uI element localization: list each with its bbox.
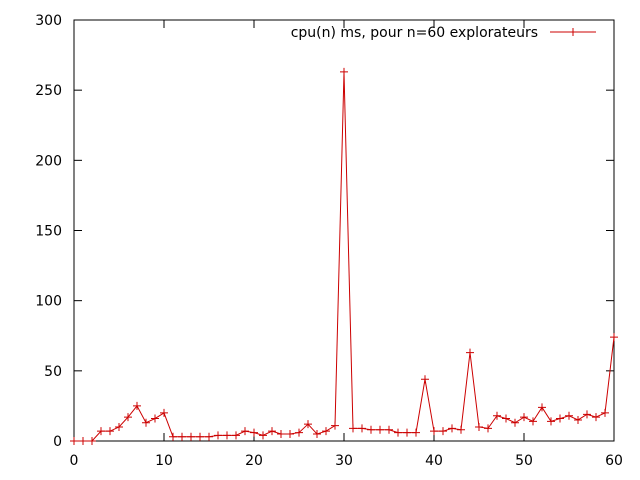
data-point-marker bbox=[142, 418, 150, 427]
legend: cpu(n) ms, pour n=60 explorateurs bbox=[291, 25, 596, 41]
data-point-marker bbox=[484, 424, 492, 433]
data-point-marker bbox=[574, 415, 582, 424]
data-point-marker bbox=[376, 425, 384, 434]
data-point-marker bbox=[511, 418, 519, 427]
y-tick-label: 200 bbox=[35, 153, 62, 169]
data-point-marker bbox=[187, 432, 195, 441]
data-point-marker bbox=[106, 427, 114, 436]
data-point-marker bbox=[412, 428, 420, 437]
data-point-marker bbox=[151, 414, 159, 423]
x-tick-label: 60 bbox=[605, 453, 623, 469]
legend-label: cpu(n) ms, pour n=60 explorateurs bbox=[291, 25, 538, 41]
data-point-marker bbox=[313, 429, 321, 438]
data-point-marker bbox=[565, 411, 573, 420]
data-point-marker bbox=[358, 424, 366, 433]
data-point-marker bbox=[583, 410, 591, 419]
x-tick-label: 0 bbox=[70, 453, 79, 469]
data-point-marker bbox=[241, 427, 249, 436]
data-point-marker bbox=[232, 431, 240, 440]
data-point-marker bbox=[259, 431, 267, 440]
data-point-marker bbox=[88, 437, 96, 445]
y-tick-label: 300 bbox=[35, 13, 62, 29]
data-point-marker bbox=[385, 425, 393, 434]
data-point-marker bbox=[601, 408, 609, 417]
data-point-marker bbox=[430, 427, 438, 436]
data-point-marker bbox=[421, 375, 429, 384]
data-point-marker bbox=[223, 431, 231, 440]
data-point-marker bbox=[367, 425, 375, 434]
x-axis: 0 10 20 30 40 50 60 bbox=[70, 20, 623, 469]
data-point-marker bbox=[295, 428, 303, 437]
data-point-marker bbox=[493, 411, 501, 420]
y-axis: 0 50 100 150 200 250 300 bbox=[35, 13, 614, 450]
data-point-marker bbox=[268, 427, 276, 436]
data-point-marker bbox=[214, 431, 222, 440]
y-tick-label: 50 bbox=[44, 364, 62, 380]
legend-marker bbox=[569, 28, 577, 36]
data-point-marker bbox=[403, 428, 411, 437]
data-point-marker bbox=[556, 414, 564, 423]
data-point-marker bbox=[349, 424, 357, 433]
data-point-marker bbox=[475, 422, 483, 431]
y-tick-label: 250 bbox=[35, 83, 62, 99]
y-tick-label: 150 bbox=[35, 224, 62, 240]
data-point-marker bbox=[394, 428, 402, 437]
data-point-marker bbox=[79, 437, 87, 445]
data-point-marker bbox=[547, 417, 555, 426]
x-tick-label: 30 bbox=[335, 453, 353, 469]
series-line bbox=[74, 71, 615, 442]
data-point-marker bbox=[331, 421, 339, 430]
data-point-marker bbox=[115, 422, 123, 431]
data-point-marker bbox=[592, 413, 600, 422]
data-point-marker bbox=[520, 413, 528, 422]
data-point-marker bbox=[448, 424, 456, 433]
data-point-marker bbox=[277, 429, 285, 438]
x-tick-label: 10 bbox=[155, 453, 173, 469]
series-cpu bbox=[70, 67, 618, 445]
data-point-marker bbox=[340, 67, 348, 76]
data-point-marker bbox=[610, 333, 618, 342]
x-tick-label: 40 bbox=[425, 453, 443, 469]
data-point-marker bbox=[205, 432, 213, 441]
data-point-marker bbox=[160, 408, 168, 417]
data-point-marker bbox=[502, 414, 510, 423]
y-tick-label: 100 bbox=[35, 294, 62, 310]
data-point-marker bbox=[70, 437, 78, 445]
data-point-marker bbox=[529, 417, 537, 426]
data-point-marker bbox=[322, 427, 330, 436]
data-point-marker bbox=[250, 428, 258, 437]
x-tick-label: 50 bbox=[515, 453, 533, 469]
data-point-marker bbox=[286, 429, 294, 438]
data-point-marker bbox=[466, 348, 474, 357]
data-point-marker bbox=[178, 432, 186, 441]
x-tick-label: 20 bbox=[245, 453, 263, 469]
data-point-marker bbox=[439, 427, 447, 436]
data-point-marker bbox=[457, 425, 465, 434]
data-point-marker bbox=[133, 401, 141, 410]
data-point-marker bbox=[304, 420, 312, 429]
data-point-marker bbox=[124, 413, 132, 422]
y-tick-label: 0 bbox=[53, 434, 62, 450]
data-point-marker bbox=[169, 432, 177, 441]
data-point-marker bbox=[97, 427, 105, 436]
data-point-marker bbox=[196, 432, 204, 441]
data-point-marker bbox=[538, 403, 546, 412]
